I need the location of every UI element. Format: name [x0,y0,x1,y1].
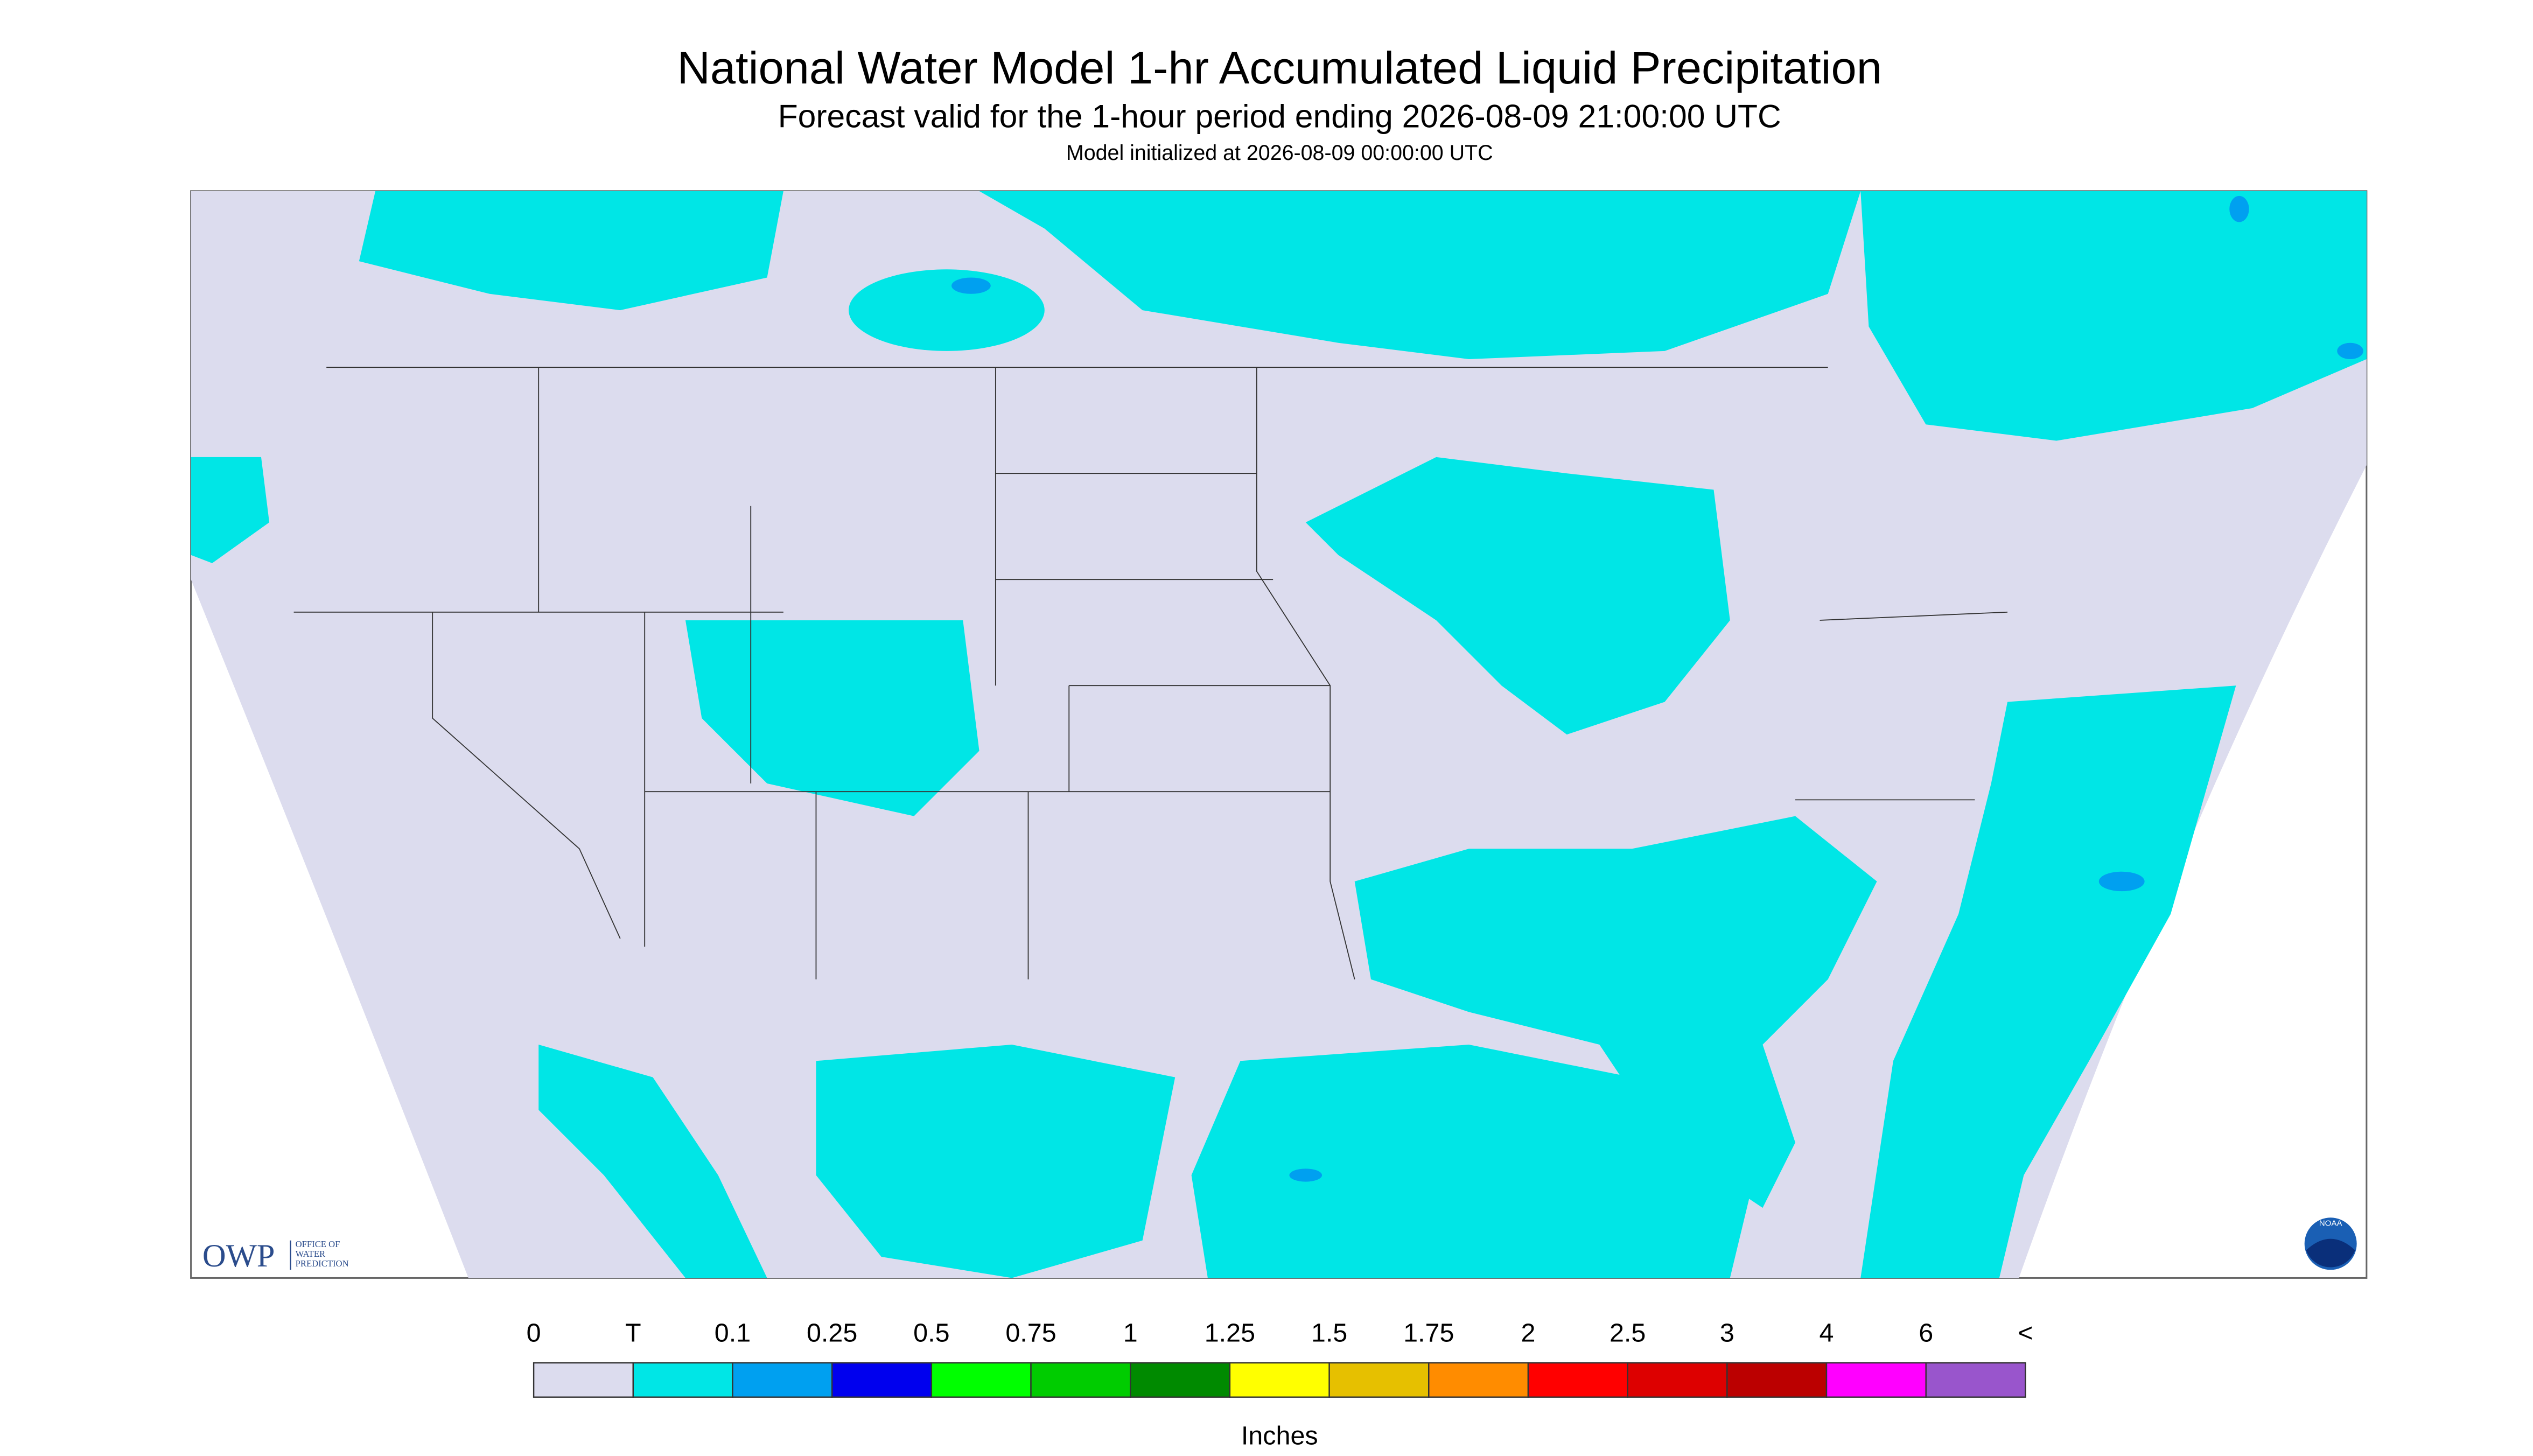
heavier-precip [951,195,2363,1182]
legend-label: 0.75 [1005,1319,1056,1348]
legend-label: 0.5 [913,1319,949,1348]
owp-office: PREDICTION [296,1258,349,1269]
legend-label: T [625,1319,641,1348]
legend-label: 2 [1521,1319,1535,1348]
legend-label: 6 [1919,1319,1933,1348]
legend-swatch [1726,1362,1828,1398]
legend-label: 1.5 [1311,1319,1347,1348]
legend-swatch [1428,1362,1529,1398]
legend-swatch [533,1362,634,1398]
owp-office: WATER [296,1249,326,1259]
legend-label: 3 [1720,1319,1734,1348]
boundaries [293,367,2008,979]
legend-label: 0.1 [715,1319,751,1348]
legend-label: 1.25 [1205,1319,1255,1348]
legend-label: 0.25 [807,1319,857,1348]
map: OWP OFFICE OF WATER PREDICTION NOAA [190,190,2368,1279]
legend-swatch [732,1362,833,1398]
domain [191,191,2367,1278]
legend-swatch [1229,1362,1330,1398]
legend-swatch [1130,1362,1231,1398]
legend-label: 1.75 [1403,1319,1454,1348]
legend-swatch [1527,1362,1628,1398]
legend-label: 0 [527,1319,541,1348]
legend-unit: Inches [1241,1422,1318,1451]
title: National Water Model 1-hr Accumulated Li… [677,42,1882,93]
legend-swatch [1627,1362,1728,1398]
init-time: Model initialized at 2026-08-09 00:00:00… [1066,141,1493,165]
legend-label: 1 [1123,1319,1138,1348]
owp-logo: OWP [202,1238,275,1274]
noaa-text: NOAA [2319,1219,2343,1228]
legend-swatch [1925,1362,2026,1398]
legend-label: 4 [1820,1319,1834,1348]
owp-office: OFFICE OF [296,1239,340,1249]
legend-label: < [2018,1319,2033,1348]
legend-swatch [1825,1362,1927,1398]
legend: 0 T 0.1 0.25 0.5 0.75 1 1.25 1.5 1.75 2 2.5 3 4 6 < [527,1319,2033,1398]
legend-swatch [1328,1362,1430,1398]
legend-swatch [930,1362,1032,1398]
legend-label: 2.5 [1610,1319,1646,1348]
legend-swatch [831,1362,933,1398]
legend-swatch [1030,1362,1131,1398]
legend-swatch [632,1362,733,1398]
precip-areas [191,191,2367,1278]
subtitle: Forecast valid for the 1-hour period end… [778,98,1781,135]
